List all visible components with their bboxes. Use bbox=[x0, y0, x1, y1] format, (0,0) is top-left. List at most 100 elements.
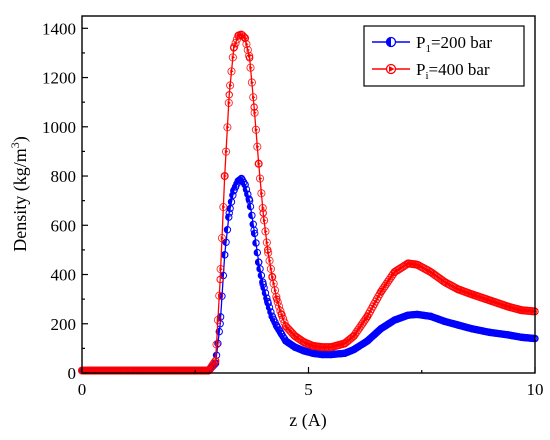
ticks-layer: 0 5 10 0 200 400 600 800 1000 1200 1400 bbox=[42, 19, 544, 399]
sample-marker-fill bbox=[221, 251, 225, 259]
sample-marker bbox=[215, 291, 224, 300]
sample-marker-fill bbox=[220, 236, 225, 241]
sample-marker-fill bbox=[260, 191, 264, 196]
sample-marker bbox=[246, 63, 255, 72]
sample-marker-fill bbox=[255, 259, 259, 266]
sample-marker bbox=[292, 333, 301, 342]
sample-marker bbox=[371, 297, 380, 306]
sample-marker-fill bbox=[227, 100, 231, 105]
sample-marker bbox=[253, 142, 262, 151]
series-layer bbox=[77, 30, 539, 375]
sample-marker bbox=[366, 307, 375, 316]
sample-marker-fill bbox=[531, 335, 535, 342]
sample-marker bbox=[262, 238, 271, 247]
sample-marker bbox=[247, 78, 256, 87]
x-tick-label: 10 bbox=[527, 380, 544, 399]
sample-marker bbox=[239, 32, 248, 41]
sample-marker-fill bbox=[246, 47, 250, 52]
sample-marker-fill bbox=[254, 127, 259, 132]
sample-marker-fill bbox=[259, 278, 263, 286]
sample-marker bbox=[224, 98, 233, 107]
sample-marker-fill bbox=[262, 218, 267, 223]
sample-marker bbox=[364, 309, 373, 318]
y-axis-title-close: ) bbox=[10, 136, 31, 142]
sample-marker bbox=[260, 216, 269, 225]
sample-marker-fill bbox=[262, 289, 266, 297]
sample-marker bbox=[258, 203, 267, 213]
sample-marker bbox=[427, 268, 436, 277]
sample-marker bbox=[245, 51, 254, 60]
sample-marker bbox=[272, 292, 281, 301]
data-point bbox=[216, 275, 224, 284]
sample-marker bbox=[287, 328, 296, 337]
sample-marker bbox=[291, 332, 300, 341]
sample-marker bbox=[255, 174, 265, 183]
sample-marker bbox=[340, 339, 349, 348]
sample-marker-fill bbox=[252, 95, 256, 100]
sample-marker bbox=[250, 108, 259, 117]
series-2 bbox=[77, 30, 539, 375]
sample-marker bbox=[212, 340, 221, 349]
sample-marker bbox=[261, 227, 270, 236]
legend-label-rest: =200 bar bbox=[431, 33, 492, 52]
sample-marker-fill bbox=[224, 149, 229, 154]
sample-marker bbox=[265, 256, 274, 265]
legend-label: Pi=400 bar bbox=[416, 60, 490, 82]
sample-marker bbox=[372, 295, 381, 304]
sample-marker-fill bbox=[225, 213, 229, 221]
sample-marker bbox=[249, 93, 258, 102]
sample-marker-fill bbox=[269, 266, 274, 271]
y-tick-label: 200 bbox=[51, 315, 77, 334]
sample-marker-fill bbox=[254, 249, 258, 256]
sample-marker-fill bbox=[226, 205, 231, 212]
x-tick-label: 5 bbox=[304, 380, 313, 399]
legend-label-sub: i bbox=[425, 70, 428, 82]
sample-marker-fill bbox=[216, 318, 221, 323]
sample-marker bbox=[434, 273, 443, 282]
sample-marker bbox=[219, 203, 228, 212]
sample-marker-fill bbox=[224, 226, 228, 233]
sample-marker bbox=[348, 333, 357, 342]
sample-marker bbox=[216, 265, 225, 274]
sample-marker bbox=[209, 359, 218, 368]
sample-marker-fill bbox=[247, 53, 252, 58]
sample-marker-fill bbox=[250, 221, 254, 228]
sample-marker bbox=[431, 271, 440, 280]
y-tick-label: 400 bbox=[51, 266, 77, 285]
sample-marker-fill bbox=[252, 239, 256, 247]
x-axis-title: z (A) bbox=[289, 410, 326, 431]
sample-marker bbox=[266, 264, 275, 273]
sample-marker-fill bbox=[248, 212, 252, 219]
legend-item-2: Pi=400 bar bbox=[372, 60, 490, 82]
sample-marker bbox=[254, 159, 263, 168]
y-tick-label: 1200 bbox=[42, 69, 76, 88]
sample-marker-fill bbox=[230, 69, 234, 74]
sample-marker-fill bbox=[256, 265, 261, 273]
sample-marker bbox=[363, 312, 372, 321]
sample-marker-fill bbox=[218, 293, 222, 298]
sample-marker bbox=[279, 314, 288, 323]
legend-label-main: P bbox=[416, 33, 425, 52]
sample-marker bbox=[231, 39, 240, 48]
y-tick-label: 0 bbox=[68, 364, 77, 383]
sample-marker bbox=[223, 123, 232, 132]
data-point bbox=[259, 209, 267, 217]
sample-marker bbox=[285, 326, 294, 335]
sample-marker-fill bbox=[226, 125, 230, 130]
data-point bbox=[250, 103, 258, 111]
sample-marker-fill bbox=[215, 342, 219, 347]
sample-marker bbox=[230, 42, 239, 51]
legend-box bbox=[363, 25, 525, 87]
sample-marker bbox=[361, 314, 371, 323]
sample-marker bbox=[213, 316, 222, 325]
sample-marker bbox=[275, 302, 284, 311]
sample-marker-fill bbox=[265, 240, 270, 245]
sample-marker-fill bbox=[260, 284, 265, 292]
sample-marker bbox=[257, 189, 266, 198]
sample-marker bbox=[283, 323, 292, 332]
sample-marker bbox=[374, 292, 383, 301]
sample-marker bbox=[281, 322, 290, 331]
sample-marker bbox=[226, 81, 235, 90]
sample-marker-fill bbox=[247, 203, 251, 210]
y-tick-label: 600 bbox=[51, 216, 77, 235]
